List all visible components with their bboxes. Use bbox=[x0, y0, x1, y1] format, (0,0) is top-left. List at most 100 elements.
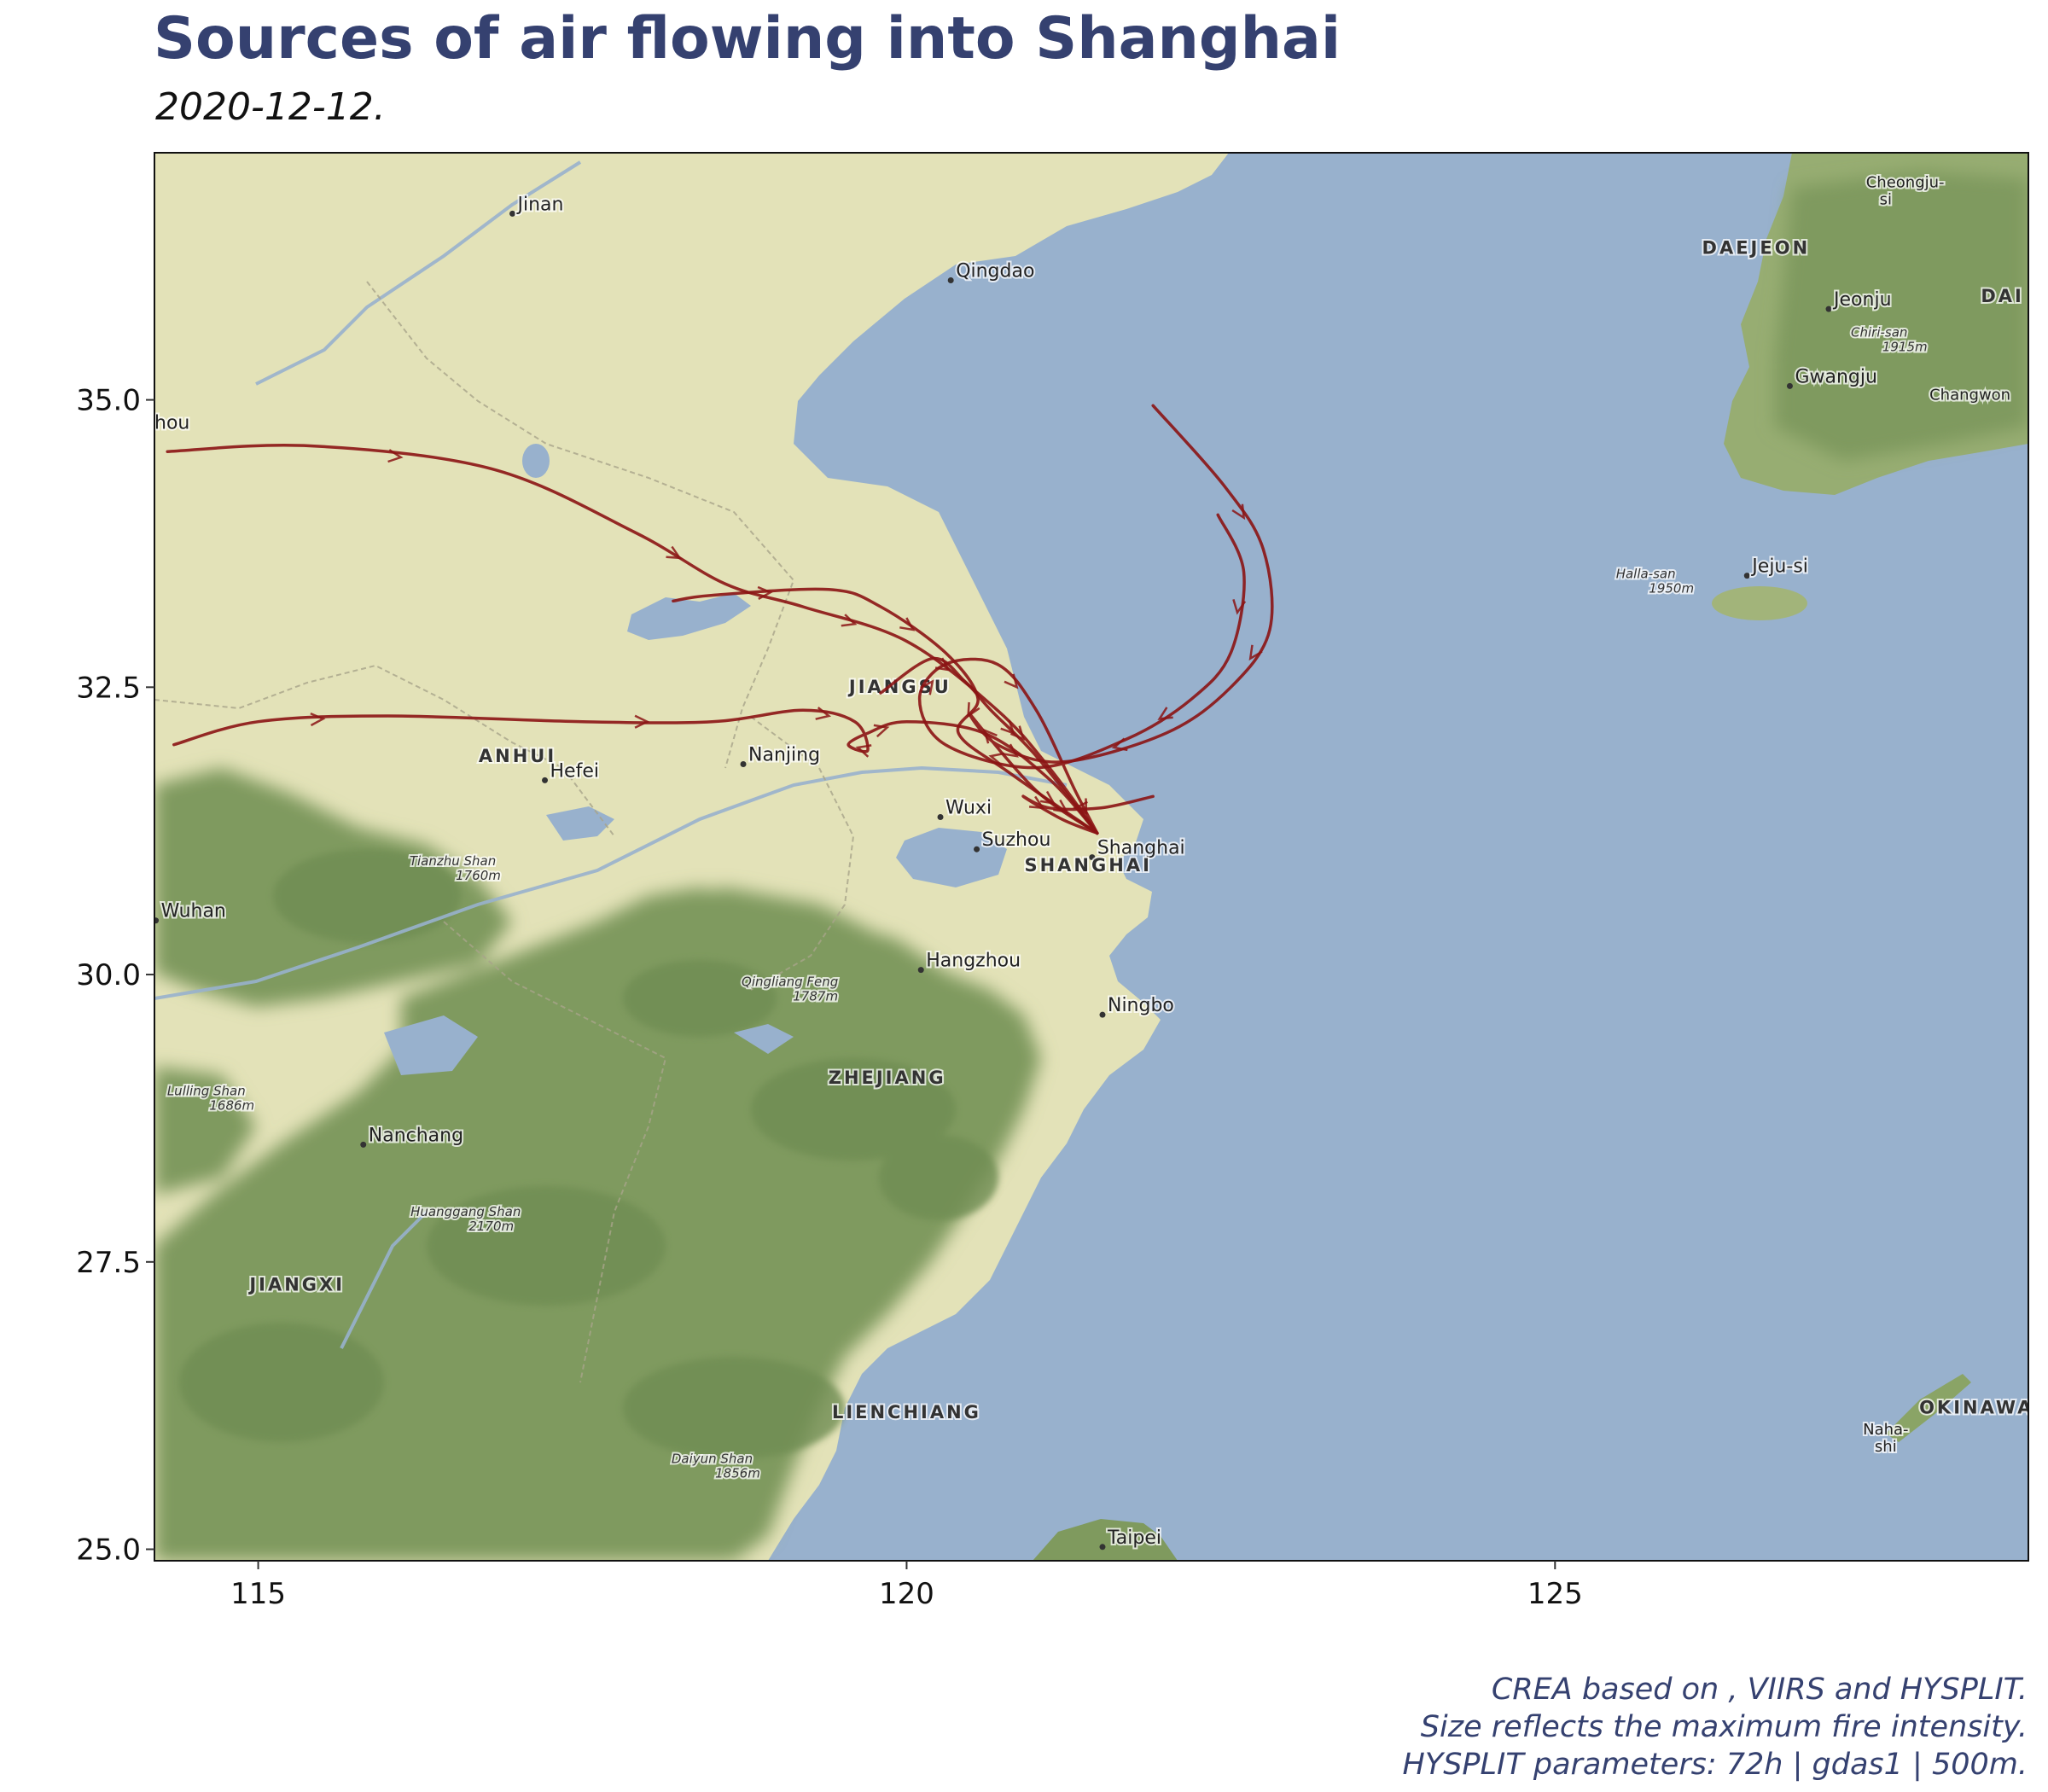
city-label: Wuxi bbox=[945, 797, 992, 818]
okinawa-island bbox=[1886, 1374, 1971, 1442]
city-dot bbox=[974, 846, 980, 852]
city-dot bbox=[917, 967, 924, 974]
y-tick-label: 27.5 bbox=[76, 1246, 141, 1280]
borders bbox=[154, 281, 855, 1383]
x-tick-label: 115 bbox=[230, 1577, 286, 1611]
peak-elevation-label: 2170m bbox=[468, 1219, 514, 1234]
city-dot bbox=[154, 917, 160, 924]
city-label: Nanjing bbox=[748, 745, 820, 766]
trajectory-arrow bbox=[1157, 707, 1173, 720]
rivers bbox=[154, 160, 1068, 1349]
trajectory-arrow bbox=[967, 701, 980, 719]
city-label: Wuhan bbox=[161, 901, 226, 922]
caption-line-2: Size reflects the maximum fire intensity… bbox=[1420, 1710, 2028, 1744]
city-label: Jinan bbox=[516, 194, 564, 215]
trajectory-arrow bbox=[982, 728, 998, 744]
peak-name-label: Lulling Shan bbox=[167, 1083, 246, 1098]
trajectory-line bbox=[917, 513, 1246, 835]
trajectory-arrow bbox=[988, 752, 1005, 766]
basemap bbox=[154, 153, 2028, 1561]
peak-name-label: Chiri-san bbox=[1851, 325, 1907, 340]
city-label: Hefei bbox=[550, 760, 599, 782]
peak-name-label: Qingliang Feng bbox=[742, 975, 838, 990]
trajectory-arrow bbox=[387, 449, 404, 463]
trajectory-arrow bbox=[920, 679, 934, 695]
trajectory-arrow bbox=[1004, 673, 1019, 689]
city-dot bbox=[937, 813, 944, 820]
city-label: Jeonju bbox=[1832, 289, 1891, 311]
x-tick-label: 125 bbox=[1527, 1577, 1583, 1611]
map-label: si bbox=[1880, 191, 1892, 209]
peak-name-label: Tianzhu Shan bbox=[410, 853, 496, 869]
region-label: ANHUI bbox=[479, 746, 556, 766]
caption-line-3: HYSPLIT parameters: 72h | gdas1 | 500m. bbox=[1402, 1748, 2028, 1782]
trajectory-arrow bbox=[934, 657, 951, 672]
chart-caption: CREA based on , VIIRS and HYSPLIT. Size … bbox=[1403, 1671, 2028, 1783]
city-label: Taipei bbox=[1107, 1527, 1161, 1549]
y-tick-label: 35.0 bbox=[76, 384, 141, 418]
trajectories bbox=[166, 404, 1274, 835]
region-label: DAI bbox=[1981, 286, 2024, 306]
trajectory-arrow bbox=[634, 714, 650, 729]
city-dot bbox=[1743, 573, 1750, 579]
trajectory-arrow bbox=[855, 744, 872, 758]
peak-name-label: Halla-san bbox=[1616, 566, 1676, 581]
region-label: ZHEJIANG bbox=[829, 1068, 946, 1088]
peak-elevation-label: 1915m bbox=[1882, 340, 1928, 355]
city-label: hou bbox=[154, 412, 189, 433]
trajectory-arrow bbox=[873, 724, 890, 738]
trajectory-arrow bbox=[1232, 599, 1247, 615]
region-label: SHANGHAI bbox=[1024, 855, 1151, 876]
taiwan-land bbox=[1033, 1519, 1178, 1561]
y-tick-label: 32.5 bbox=[76, 671, 141, 705]
city-dot bbox=[147, 429, 153, 435]
city-dot bbox=[947, 276, 954, 283]
forest-highlights bbox=[179, 849, 998, 1459]
chart-title: Sources of air flowing into Shanghai bbox=[154, 5, 1341, 73]
city-dot bbox=[1099, 1011, 1106, 1018]
trajectory-arrow bbox=[666, 545, 683, 560]
city-dot bbox=[1099, 1544, 1106, 1551]
peak-elevation-label: 1686m bbox=[209, 1097, 254, 1113]
city-label: Nanchang bbox=[369, 1125, 463, 1146]
trajectory-arrow bbox=[1231, 503, 1246, 521]
trajectory-arrow bbox=[1000, 719, 1015, 736]
plot-frame bbox=[154, 152, 2029, 1562]
region-label: OKINAWA bbox=[1919, 1398, 2033, 1418]
trajectory-arrow bbox=[310, 712, 326, 727]
x-tick-label: 120 bbox=[879, 1577, 934, 1611]
city-dot bbox=[1089, 854, 1096, 861]
trajectory-line bbox=[1021, 794, 1155, 835]
city-dot bbox=[1825, 305, 1832, 312]
peak-elevation-label: 1856m bbox=[715, 1466, 760, 1481]
city-dot bbox=[509, 210, 516, 217]
city-dot bbox=[1786, 382, 1793, 389]
city-label: Gwangju bbox=[1795, 366, 1877, 387]
jeju-island bbox=[1712, 586, 1807, 620]
trajectory-line bbox=[172, 708, 1099, 835]
peak-name-label: Daiyun Shan bbox=[672, 1452, 753, 1467]
caption-line-1: CREA based on , VIIRS and HYSPLIT. bbox=[1491, 1673, 2028, 1707]
city-label: Ningbo bbox=[1108, 995, 1174, 1016]
peak-elevation-label: 1787m bbox=[793, 989, 838, 1004]
trajectory-arrow bbox=[815, 707, 832, 720]
peak-elevation-label: 1950m bbox=[1649, 580, 1694, 596]
trajectory-line bbox=[672, 587, 1099, 835]
city-label: Qingdao bbox=[956, 260, 1034, 282]
city-dot bbox=[360, 1141, 367, 1148]
trajectory-line bbox=[879, 656, 1099, 835]
y-tick-label: 25.0 bbox=[76, 1533, 141, 1568]
map-label: Cheongju- bbox=[1866, 173, 1945, 191]
city-label: Jeju-si bbox=[1750, 556, 1808, 578]
trajectory-arrow bbox=[1039, 790, 1056, 806]
peak-name-label: Huanggang Shan bbox=[410, 1204, 521, 1219]
city-label: Suzhou bbox=[982, 829, 1051, 851]
region-label: JIANGXI bbox=[247, 1274, 345, 1295]
city-label: Shanghai bbox=[1097, 838, 1185, 859]
map-label: Changwon bbox=[1929, 387, 2010, 404]
map-label: Naha- bbox=[1863, 1421, 1908, 1439]
region-label: LIENCHIANG bbox=[832, 1402, 981, 1423]
y-tick-label: 30.0 bbox=[76, 958, 141, 992]
x-axis: 115 120 125 bbox=[230, 1561, 1583, 1611]
